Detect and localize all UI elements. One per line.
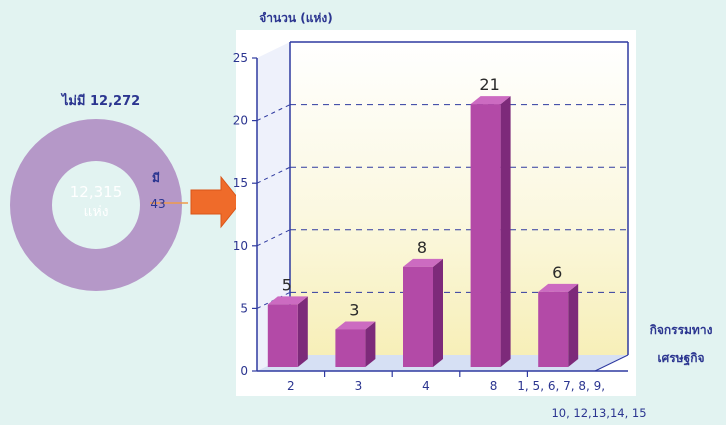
y-tick-label: 20 bbox=[233, 114, 248, 128]
x-tick-label: 8 bbox=[490, 379, 498, 393]
bar-value-label: 21 bbox=[479, 75, 499, 94]
gridline bbox=[256, 229, 628, 247]
donut-small-label: มี bbox=[152, 171, 160, 185]
chart-back-wall bbox=[290, 42, 628, 355]
bar-top bbox=[335, 321, 376, 330]
x-tick-label: 3 bbox=[355, 379, 363, 393]
donut-ring bbox=[10, 119, 182, 291]
donut-center-unit: แห่ง bbox=[83, 204, 108, 220]
value-labels: 5 3 8 21 6 bbox=[282, 75, 563, 319]
chart-axes bbox=[256, 41, 629, 372]
y-axis-ticks: 0 5 10 15 20 25 bbox=[233, 51, 257, 378]
bar bbox=[267, 296, 308, 367]
bar-side bbox=[433, 258, 443, 367]
x-tick-label: 2 bbox=[287, 379, 295, 393]
donut-small-value: 43 bbox=[150, 197, 165, 211]
bar bbox=[335, 321, 376, 367]
bar bbox=[403, 258, 443, 367]
bar-side bbox=[365, 321, 376, 367]
bar-series bbox=[267, 96, 579, 367]
x-tick-label: 4 bbox=[422, 379, 430, 393]
bar bbox=[538, 283, 579, 367]
donut-chart: ไม่มี 12,272 12,315 แห่ง มี 43 bbox=[10, 92, 188, 291]
arrow-icon bbox=[190, 175, 242, 229]
y-tick-label: 10 bbox=[233, 239, 248, 253]
y-tick-label: 25 bbox=[233, 51, 248, 65]
bar-side bbox=[500, 96, 511, 367]
bar-value-label: 8 bbox=[417, 238, 427, 257]
donut-outer-label: ไม่มี 12,272 bbox=[60, 92, 140, 109]
bar-top bbox=[403, 258, 443, 267]
bar-front bbox=[267, 304, 298, 367]
gridline bbox=[256, 166, 628, 184]
y-tick-label: 5 bbox=[240, 301, 248, 315]
bar-front bbox=[470, 104, 501, 367]
x-tick-label: 1, 5, 6, 7, 8, 9, bbox=[517, 379, 605, 393]
donut-center-value: 12,315 bbox=[70, 183, 123, 201]
bar-value-label: 6 bbox=[552, 263, 562, 282]
bar-front bbox=[335, 329, 366, 367]
x-axis-title-line2: เศรษฐกิจ bbox=[658, 351, 705, 366]
x-axis-title-line1: กิจกรรมทาง bbox=[650, 323, 713, 337]
bar-front bbox=[403, 266, 433, 367]
bar-top bbox=[470, 96, 511, 105]
bar-side bbox=[568, 283, 579, 367]
chart-left-wall bbox=[257, 42, 290, 371]
bar-top bbox=[267, 296, 308, 305]
bar-top bbox=[538, 283, 579, 292]
y-tick-label: 0 bbox=[240, 364, 248, 378]
x-axis-ticks: 2 3 4 8 1, 5, 6, 7, 8, 9, bbox=[287, 371, 605, 393]
bar-front bbox=[538, 291, 569, 367]
y-axis-title: จำนวน (แห่ง) bbox=[259, 11, 333, 25]
bar-value-label: 3 bbox=[349, 300, 359, 319]
bar-value-label: 5 bbox=[282, 275, 292, 294]
gridline bbox=[256, 104, 628, 122]
bar bbox=[470, 96, 511, 367]
bar-side bbox=[297, 296, 308, 367]
y-tick-label: 15 bbox=[233, 176, 248, 190]
x-tick-label-extra: 10, 12,13,14, 15 bbox=[551, 406, 646, 420]
